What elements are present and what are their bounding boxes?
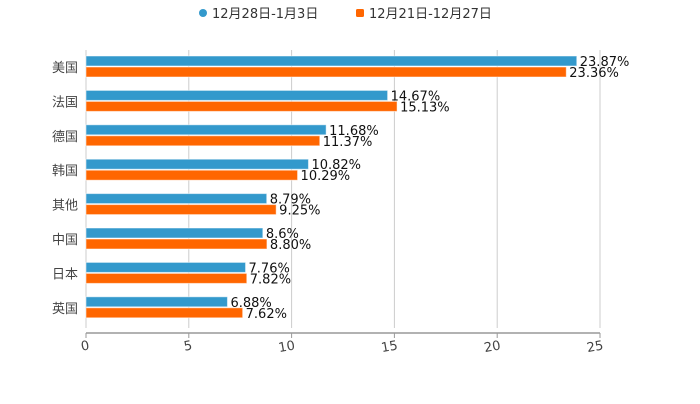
legend: 12月28日-1月3日 12月21日-12月27日 [199, 7, 492, 22]
data-label: 8.79% [270, 193, 311, 208]
bar [85, 89, 389, 101]
data-label: 7.62% [246, 307, 287, 322]
data-label: 11.68% [329, 124, 379, 139]
data-label: 15.13% [400, 100, 450, 115]
data-label: 14.67% [391, 89, 441, 104]
category-label: 法国 [52, 95, 78, 110]
bar [85, 238, 268, 250]
x-tick-label: 5 [183, 338, 194, 354]
data-label: 10.82% [311, 158, 361, 173]
data-label: 9.25% [279, 204, 320, 219]
category-label: 韩国 [52, 164, 78, 179]
bar [85, 296, 228, 308]
category-label: 德国 [52, 130, 78, 145]
category-label: 中国 [52, 233, 78, 248]
bar [85, 261, 247, 273]
x-tick-label: 15 [380, 338, 399, 356]
legend-label: 12月28日-1月3日 [212, 7, 318, 22]
category-label: 英国 [52, 302, 78, 317]
data-label: 10.29% [301, 169, 351, 184]
data-label: 7.76% [249, 261, 290, 276]
legend-marker-square-icon [356, 9, 364, 17]
bar [85, 272, 248, 284]
bar [85, 124, 327, 136]
data-label: 6.88% [230, 296, 271, 311]
data-label: 8.80% [270, 238, 311, 253]
data-label: 8.6% [266, 227, 299, 242]
category-label: 美国 [52, 61, 78, 76]
x-tick-label: 25 [586, 338, 605, 356]
bar [85, 307, 244, 319]
bar [85, 135, 321, 147]
data-label: 23.36% [569, 66, 619, 81]
bar [85, 55, 578, 67]
data-label: 11.37% [323, 135, 373, 150]
bar [85, 158, 309, 170]
bar [85, 169, 299, 181]
bars: 23.87%23.36% 14.67%15.13% 11.68%11.37% 10.8… [85, 55, 630, 322]
bar [85, 66, 567, 78]
x-tick-label: 20 [483, 338, 502, 356]
legend-label: 12月21日-12月27日 [369, 7, 492, 22]
data-label: 23.87% [580, 55, 630, 70]
bar [85, 227, 264, 239]
legend-marker-circle-icon [199, 9, 207, 17]
category-label: 日本 [52, 267, 78, 282]
bar [85, 193, 268, 205]
bar [85, 100, 398, 112]
x-axis: 0 5 10 15 20 25 [80, 332, 605, 356]
data-label: 7.82% [250, 272, 291, 287]
x-tick-label: 10 [277, 338, 296, 356]
bar [85, 204, 277, 216]
category-label: 其他 [52, 199, 78, 214]
x-tick-label: 0 [80, 338, 91, 354]
